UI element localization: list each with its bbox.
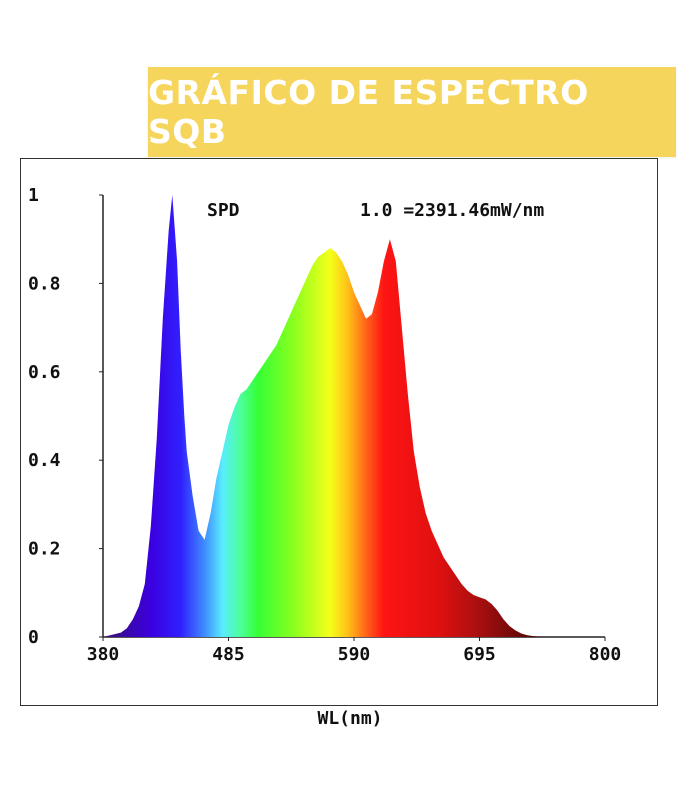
x-axis-label: WL(nm) [317,708,383,729]
x-tick-label: 800 [589,644,622,665]
page-title: GRÁFICO DE ESPECTRO SQB [148,73,589,151]
x-tick-label: 380 [87,644,120,665]
x-tick-label: 590 [338,644,371,665]
y-tick-label: 0.6 [28,362,61,383]
y-tick-label: 0.8 [28,273,61,294]
x-tick-label: 485 [212,644,245,665]
y-tick-label: 0.2 [28,539,61,560]
x-tick-labels: 380 485 590 695 800 [87,637,622,665]
x-tick-label: 695 [463,644,496,665]
title-banner: GRÁFICO DE ESPECTRO SQB [148,67,676,157]
y-tick-label: 0.4 [28,450,61,471]
y-tick-label: 0 [28,627,39,648]
chart-frame [20,158,658,706]
series-label: SPD [207,200,240,221]
y-tick-labels: 0 0.2 0.4 0.6 0.8 1 [28,185,103,648]
spd-area [103,195,605,637]
y-tick-label: 1 [28,185,39,206]
scale-annotation: 1.0 =2391.46mW/nm [360,200,544,221]
